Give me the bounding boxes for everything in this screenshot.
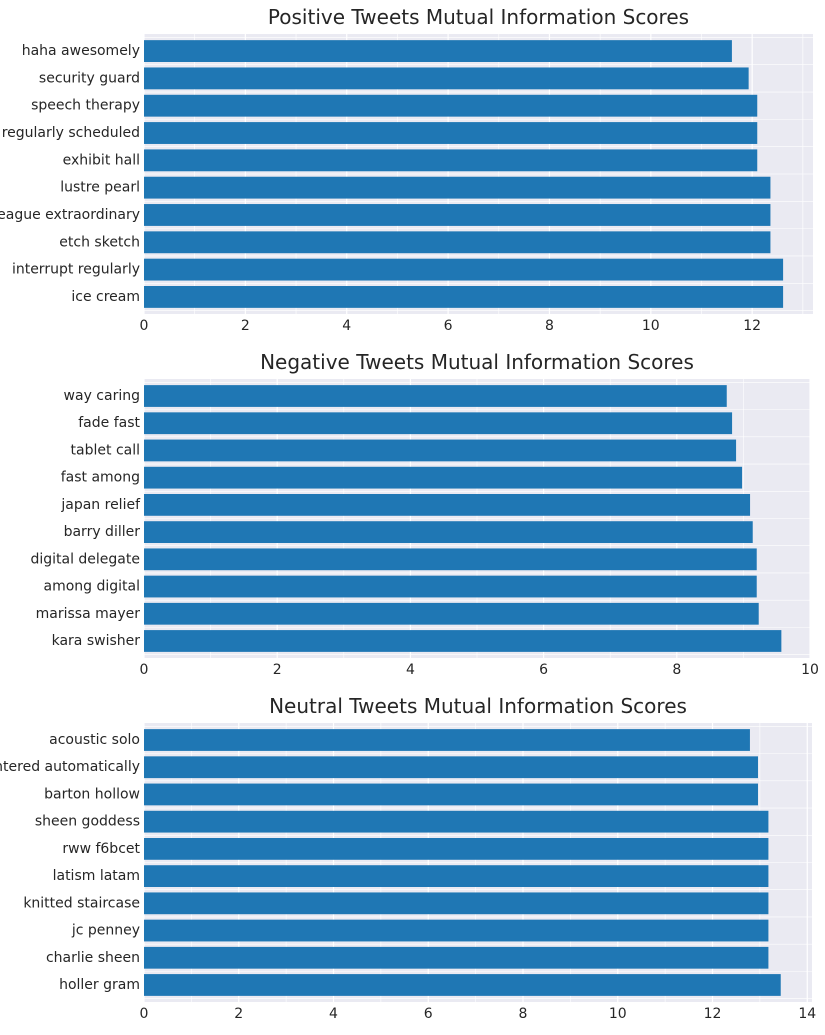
bar[interactable] — [144, 630, 782, 652]
bar[interactable] — [144, 122, 758, 144]
category-label: rww f6bcet — [62, 841, 140, 857]
x-tick-label: 12 — [704, 1006, 722, 1022]
category-label: security guard — [39, 70, 140, 86]
x-tick-label: 8 — [519, 1006, 528, 1022]
bar[interactable] — [144, 286, 784, 308]
bar[interactable] — [144, 412, 733, 435]
category-label: lustre pearl — [60, 180, 140, 196]
category-label: acoustic solo — [49, 732, 140, 748]
x-tick-label: 2 — [241, 318, 250, 334]
category-label: kara swisher — [52, 633, 141, 649]
bar[interactable] — [144, 946, 769, 969]
bar[interactable] — [144, 176, 771, 199]
x-tick-label: 2 — [234, 1006, 243, 1022]
bar[interactable] — [144, 149, 758, 172]
x-tick-label: 14 — [798, 1006, 816, 1022]
x-tick-label: 12 — [743, 318, 761, 334]
chart-3: acoustic solo entered automatically barton… — [0, 694, 816, 1022]
category-label: marissa mayer — [36, 606, 141, 622]
bar[interactable] — [144, 810, 769, 833]
category-label: latism latam — [53, 868, 140, 884]
x-tick-label: 2 — [273, 662, 282, 678]
bar[interactable] — [144, 892, 769, 915]
category-label: regularly scheduled — [2, 125, 140, 141]
x-tick-label: 0 — [140, 318, 149, 334]
category-label: holler gram — [59, 977, 140, 993]
category-label: league extraordinary — [0, 207, 140, 223]
category-label: entered automatically — [0, 759, 140, 775]
x-tick-label: 4 — [342, 318, 351, 334]
x-tick-label: 8 — [545, 318, 554, 334]
category-label: barton hollow — [44, 786, 140, 802]
x-tick-label: 0 — [140, 1006, 149, 1022]
bar[interactable] — [144, 521, 753, 543]
x-tick-label: 6 — [539, 662, 548, 678]
bar[interactable] — [144, 231, 771, 254]
category-label: haha awesomely — [22, 43, 140, 59]
bar[interactable] — [144, 67, 749, 90]
x-tick-label: 8 — [672, 662, 681, 678]
category-label: fast among — [61, 470, 140, 486]
category-label: jc penney — [71, 923, 140, 939]
category-label: ice cream — [71, 289, 140, 305]
x-tick-label: 6 — [424, 1006, 433, 1022]
bar[interactable] — [144, 865, 769, 887]
category-label: interrupt regularly — [12, 262, 140, 278]
bar[interactable] — [144, 548, 757, 571]
x-tick-label: 10 — [609, 1006, 627, 1022]
category-label: digital delegate — [30, 551, 140, 567]
chart-2: way caring fade fast tablet call fast among… — [30, 350, 818, 678]
bar[interactable] — [144, 494, 751, 516]
chart-title: Neutral Tweets Mutual Information Scores — [269, 694, 687, 718]
x-tick-label: 6 — [444, 318, 453, 334]
bar[interactable] — [144, 385, 727, 407]
bar[interactable] — [144, 919, 769, 942]
category-label: knitted staircase — [23, 895, 140, 911]
bar[interactable] — [144, 783, 758, 806]
bar[interactable] — [144, 602, 759, 625]
chart-title: Positive Tweets Mutual Information Score… — [268, 5, 689, 29]
x-tick-label: 0 — [140, 662, 149, 678]
chart-1: haha awesomely security guard speech thera… — [0, 5, 813, 334]
bar[interactable] — [144, 838, 769, 860]
bar[interactable] — [144, 94, 758, 117]
bar[interactable] — [144, 439, 737, 462]
bar[interactable] — [144, 729, 750, 751]
bar[interactable] — [144, 575, 757, 598]
bar[interactable] — [144, 258, 784, 281]
category-label: etch sketch — [59, 234, 140, 250]
x-tick-label: 4 — [329, 1006, 338, 1022]
bar[interactable] — [144, 466, 743, 489]
x-tick-label: 4 — [406, 662, 415, 678]
category-label: way caring — [64, 388, 140, 404]
bar[interactable] — [144, 204, 771, 226]
x-tick-label: 10 — [642, 318, 660, 334]
category-label: fade fast — [78, 415, 140, 431]
bar[interactable] — [144, 40, 732, 62]
category-label: tablet call — [71, 442, 140, 458]
category-label: charlie sheen — [46, 950, 140, 966]
bar[interactable] — [144, 756, 758, 779]
category-label: barry diller — [64, 524, 141, 540]
chart-title: Negative Tweets Mutual Information Score… — [260, 350, 694, 374]
category-label: among digital — [43, 579, 140, 595]
category-label: sheen goddess — [35, 814, 140, 830]
category-label: japan relief — [60, 497, 141, 513]
bar[interactable] — [144, 974, 781, 996]
category-label: speech therapy — [31, 98, 140, 114]
x-tick-label: 10 — [801, 662, 819, 678]
category-label: exhibit hall — [63, 152, 140, 168]
